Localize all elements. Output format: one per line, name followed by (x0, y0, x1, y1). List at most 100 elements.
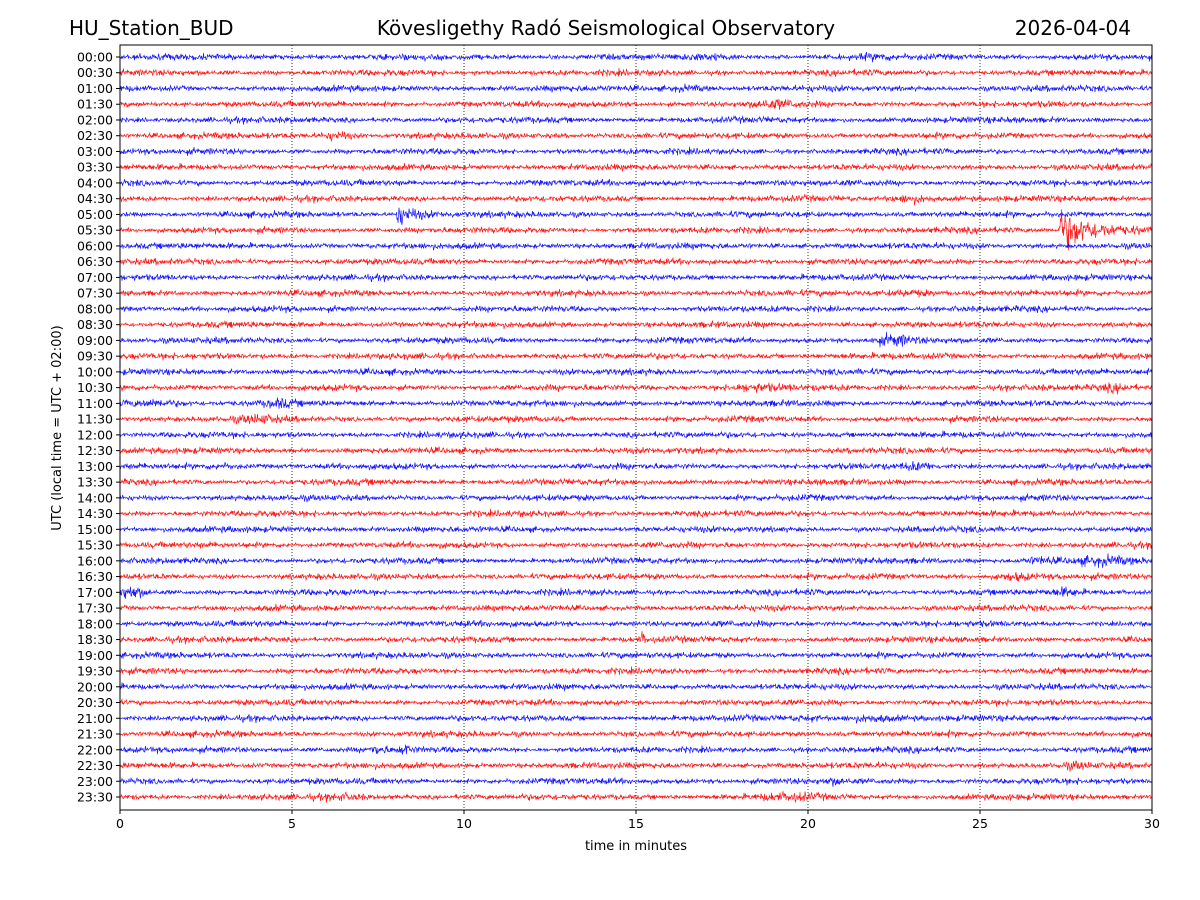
trace-0630 (119, 256, 1153, 266)
trace-0230 (119, 131, 1153, 142)
trace-1830 (119, 631, 1153, 645)
y-tick-label: 04:00 (77, 175, 113, 190)
y-tick-label: 21:30 (77, 727, 113, 742)
trace-1000 (119, 367, 1153, 377)
trace-0100 (119, 83, 1153, 94)
trace-0730 (119, 287, 1153, 299)
y-tick-label: 15:30 (77, 538, 113, 553)
trace-0300 (119, 146, 1153, 157)
y-tick-label: 05:00 (77, 207, 113, 222)
grid (291, 45, 981, 810)
y-tick-label: 07:30 (77, 286, 113, 301)
y-tick-label: 03:30 (77, 160, 113, 175)
y-tick-label: 04:30 (77, 191, 113, 206)
y-tick-label: 00:30 (77, 65, 113, 80)
trace-2230 (119, 760, 1153, 772)
trace-2330 (119, 791, 1153, 803)
y-tick-label: 16:30 (77, 569, 113, 584)
y-tick-label: 23:00 (77, 774, 113, 789)
x-tick-label: 30 (1144, 816, 1160, 831)
trace-2200 (119, 744, 1152, 755)
trace-1500 (119, 524, 1153, 534)
y-tick-label: 22:30 (77, 758, 113, 773)
trace-0530 (119, 209, 1153, 251)
trace-1700 (119, 586, 1153, 599)
x-axis-label: time in minutes (585, 839, 687, 854)
y-tick-label: 09:30 (77, 349, 113, 364)
y-tick-label: 11:30 (77, 412, 113, 427)
y-tick-label: 09:00 (77, 333, 113, 348)
y-tick-label: 22:00 (77, 742, 113, 757)
trace-1330 (119, 477, 1153, 487)
trace-0330 (119, 162, 1153, 173)
y-tick-label: 08:00 (77, 301, 113, 316)
y-tick-label: 14:30 (77, 506, 113, 521)
y-tick-label: 11:00 (77, 396, 113, 411)
y-tick-label: 17:30 (77, 601, 113, 616)
trace-0430 (119, 193, 1153, 206)
trace-1100 (119, 397, 1153, 410)
trace-1930 (119, 666, 1153, 676)
y-tick-label: 12:00 (77, 427, 113, 442)
trace-1430 (119, 508, 1153, 519)
trace-0800 (119, 304, 1152, 314)
trace-2000 (119, 682, 1152, 692)
trace-0700 (119, 272, 1153, 283)
y-tick-label: 05:30 (77, 223, 113, 238)
trace-1300 (119, 460, 1153, 471)
trace-1200 (119, 430, 1153, 440)
y-tick-label: 01:30 (77, 97, 113, 112)
trace-1730 (119, 603, 1153, 613)
trace-1600 (119, 553, 1153, 568)
trace-2300 (119, 776, 1153, 787)
y-tick-label: 08:30 (77, 317, 113, 332)
trace-0030 (119, 67, 1153, 78)
y-tick-label: 01:00 (77, 81, 113, 96)
trace-1230 (119, 446, 1153, 456)
trace-0930 (119, 351, 1153, 361)
trace-1800 (119, 619, 1153, 628)
y-axis-label: UTC (local time = UTC + 02:00) (50, 325, 65, 530)
y-tick-label: 21:00 (77, 711, 113, 726)
y-tick-label: 13:00 (77, 459, 113, 474)
y-tick-label: 02:00 (77, 112, 113, 127)
y-tick-label: 20:30 (77, 695, 113, 710)
y-tick-label: 10:00 (77, 364, 113, 379)
y-tick-label: 00:00 (77, 50, 113, 65)
y-tick-label: 14:00 (77, 490, 113, 505)
x-tick-label: 5 (288, 816, 296, 831)
y-tick-label: 20:00 (77, 679, 113, 694)
trace-0400 (119, 178, 1153, 188)
trace-0600 (119, 241, 1153, 251)
y-tick-label: 12:30 (77, 443, 113, 458)
traces (119, 51, 1153, 803)
station-label: HU_Station_BUD (69, 16, 234, 40)
trace-2130 (119, 728, 1153, 740)
y-tick-label: 10:30 (77, 380, 113, 395)
trace-2100 (119, 713, 1152, 724)
trace-1030 (119, 382, 1153, 395)
x-tick-label: 10 (456, 816, 472, 831)
y-tick-label: 15:00 (77, 522, 113, 537)
trace-0900 (119, 331, 1153, 348)
y-axis: 00:0000:3001:0001:3002:0002:3003:0003:30… (77, 50, 120, 805)
trace-0200 (119, 114, 1153, 125)
y-tick-label: 23:30 (77, 790, 113, 805)
y-tick-label: 19:00 (77, 648, 113, 663)
trace-0830 (119, 320, 1153, 330)
y-tick-label: 06:30 (77, 254, 113, 269)
y-tick-label: 17:00 (77, 585, 113, 600)
y-tick-label: 02:30 (77, 128, 113, 143)
y-tick-label: 19:30 (77, 664, 113, 679)
trace-1900 (119, 650, 1153, 661)
x-tick-label: 15 (628, 816, 644, 831)
y-tick-label: 03:00 (77, 144, 113, 159)
trace-1630 (119, 571, 1153, 582)
date-label: 2026-04-04 (1015, 16, 1131, 40)
chart-title: Kövesligethy Radó Seismological Observat… (377, 16, 835, 40)
y-tick-label: 18:30 (77, 632, 113, 647)
trace-1130 (119, 413, 1153, 425)
x-tick-label: 25 (972, 816, 988, 831)
trace-1400 (119, 493, 1153, 503)
